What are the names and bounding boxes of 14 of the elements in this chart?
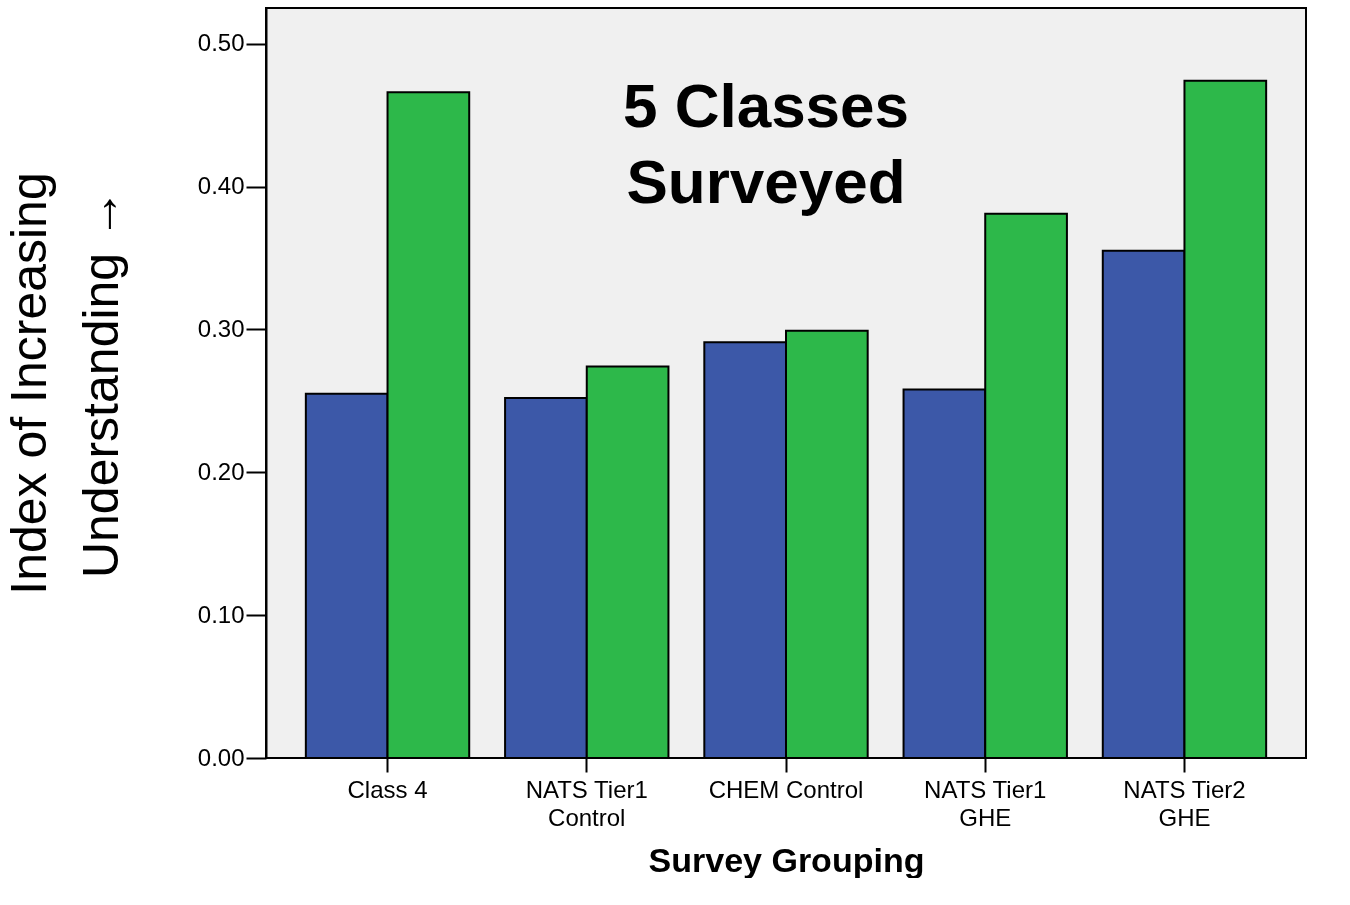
- text: 5 Classes Surveyed: [622, 71, 910, 216]
- x-tick-label: CHEM Control: [708, 775, 864, 803]
- y-tick-label: 0.30: [197, 314, 245, 342]
- y-tick-label: 0.40: [197, 172, 245, 200]
- x-tick-label: NATS Tier2 GHE: [1123, 775, 1246, 831]
- y-tick-label: 0.20: [197, 457, 245, 485]
- x-tick-label: NATS Tier1 GHE: [924, 775, 1047, 831]
- y-tick-label: 0.50: [197, 29, 245, 57]
- y-axis-title: Index of Increasing Understanding →: [0, 172, 129, 595]
- y-tick-label: 0.00: [197, 743, 245, 771]
- x-axis-title: Survey Grouping: [648, 840, 925, 879]
- y-tick-label: 0.10: [197, 600, 245, 628]
- x-tick-label: Class 4: [347, 775, 428, 803]
- x-tick-label: NATS Tier1 Control: [525, 775, 648, 831]
